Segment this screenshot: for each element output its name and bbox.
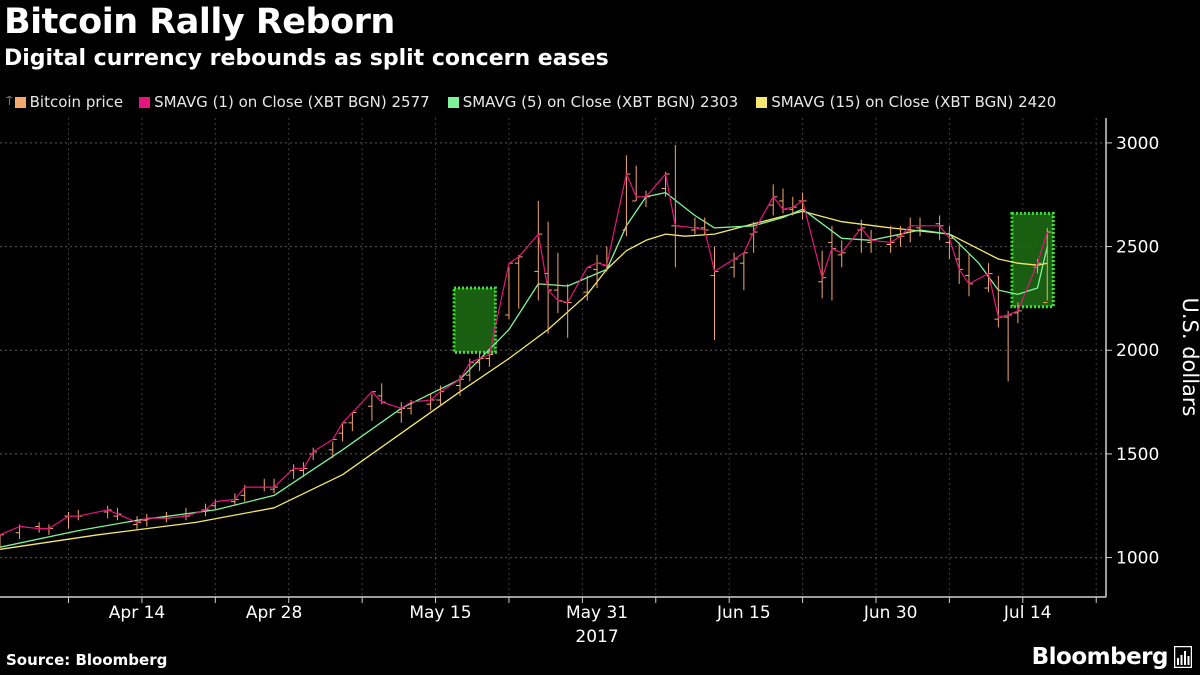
candle-icon: ⍑: [6, 95, 13, 108]
x-tick-label: Jul 14: [1003, 603, 1052, 623]
ohlc-bar: [1043, 227, 1052, 304]
legend-swatch: [14, 96, 26, 108]
ohlc-bar: [964, 252, 973, 297]
legend-item-bitcoin-price: ⍑ Bitcoin price: [6, 93, 123, 111]
legend-swatch: [139, 96, 151, 108]
ohlc-bar: [426, 393, 435, 411]
ohlc-bar: [837, 240, 846, 268]
series-smavg-1: [0, 173, 1048, 536]
legend-item-smavg-5: SMAVG (5) on Close (XBT BGN) 2303: [447, 93, 739, 111]
ohlc-bar: [44, 524, 53, 535]
ohlc-bar: [827, 225, 836, 301]
y-tick-label: 2500: [1116, 238, 1159, 258]
legend-swatch: [447, 96, 459, 108]
y-tick-labels: 1000 1500 2000 2500 3000: [1116, 134, 1159, 569]
highlight-box: [452, 286, 497, 354]
gridlines: [0, 118, 1106, 597]
ohlc-bar: [671, 144, 680, 268]
ohlc-bar: [622, 155, 631, 237]
ohlc-bar: [563, 283, 572, 338]
legend-item-smavg-1: SMAVG (1) on Close (XBT BGN) 2577: [139, 93, 430, 111]
ohlc-bar: [377, 383, 386, 405]
chart-title: Bitcoin Rally Reborn: [4, 2, 395, 42]
series-line: [0, 173, 1048, 536]
x-tick-labels: Apr 14 Apr 28 May 15 May 31 Jun 15 Jun 30 Jul …: [109, 603, 1052, 623]
y-axis-title: U.S. dollars: [1178, 297, 1200, 416]
brand-name: Bloomberg: [1031, 644, 1169, 670]
ohlc-bar: [0, 534, 4, 548]
brand-logo: Bloomberg: [1032, 644, 1192, 670]
ohlc-bar: [504, 262, 513, 320]
ohlc-bar: [35, 522, 44, 533]
year-label: 2017: [575, 627, 618, 647]
ohlc-bar: [886, 225, 895, 253]
chart-subtitle: Digital currency rebounds as split conce…: [4, 46, 609, 71]
ohlc-bar: [867, 229, 876, 253]
x-tick-label: Jun 15: [716, 603, 771, 623]
series-bitcoin-price: [0, 144, 1052, 548]
ohlc-bar: [994, 275, 1003, 328]
ohlc-bar: [64, 511, 73, 529]
y-tick-label: 1000: [1116, 549, 1159, 569]
highlight-boxes: [452, 211, 1055, 354]
legend-item-smavg-15: SMAVG (15) on Close (XBT BGN) 2420: [756, 93, 1056, 111]
series-line: [0, 210, 1048, 550]
ohlc-bar: [818, 250, 827, 299]
x-tick-label: Apr 14: [109, 603, 165, 623]
ohlc-bar: [955, 242, 964, 284]
legend-swatch: [756, 96, 768, 108]
ohlc-bar: [593, 254, 602, 289]
y-tick-label: 3000: [1116, 134, 1159, 154]
source-note: Source: Bloomberg: [6, 651, 168, 669]
legend-label: SMAVG (5) on Close (XBT BGN) 2303: [462, 93, 739, 111]
legend-label: SMAVG (1) on Close (XBT BGN) 2577: [154, 93, 430, 111]
ohlc-bar: [142, 514, 151, 527]
bloomberg-terminal-icon: [1174, 646, 1192, 668]
ohlc-bar: [690, 217, 699, 235]
ohlc-bar: [730, 252, 739, 278]
ohlc-bar: [798, 192, 807, 220]
ohlc-bar: [935, 215, 944, 241]
ohlc-bar: [553, 252, 562, 313]
ohlc-bar: [1013, 302, 1022, 324]
series-smavg-15: [0, 210, 1048, 550]
ohlc-bar: [328, 438, 337, 459]
ohlc-bar: [133, 516, 142, 531]
x-tick-label: May 15: [409, 603, 471, 623]
ohlc-bar: [270, 478, 279, 494]
axes: [0, 118, 1112, 603]
ohlc-bar: [103, 505, 112, 519]
ohlc-bar: [534, 200, 543, 301]
x-tick-label: Jun 30: [863, 603, 918, 623]
ohlc-bar: [916, 217, 925, 237]
x-tick-label: May 31: [566, 603, 628, 623]
ohlc-bar: [945, 225, 954, 260]
highlight-box: [1010, 211, 1055, 309]
ohlc-bar: [1004, 310, 1013, 382]
ohlc-bar: [397, 402, 406, 423]
ohlc-bar: [514, 254, 523, 309]
x-tick-label: Apr 28: [246, 603, 302, 623]
ohlc-bar: [739, 252, 748, 291]
ohlc-bar: [338, 422, 347, 442]
ohlc-bar: [260, 478, 269, 492]
ohlc-bar: [299, 462, 308, 477]
y-tick-label: 2000: [1116, 341, 1159, 361]
legend-label: Bitcoin price: [29, 93, 124, 111]
ohlc-bar: [367, 391, 376, 421]
legend-label: SMAVG (15) on Close (XBT BGN) 2420: [771, 93, 1057, 111]
ohlc-bar: [984, 263, 993, 293]
ohlc-bar: [544, 221, 553, 334]
legend: ⍑ Bitcoin price SMAVG (1) on Close (XBT …: [6, 91, 1074, 113]
y-tick-label: 1500: [1116, 445, 1159, 465]
